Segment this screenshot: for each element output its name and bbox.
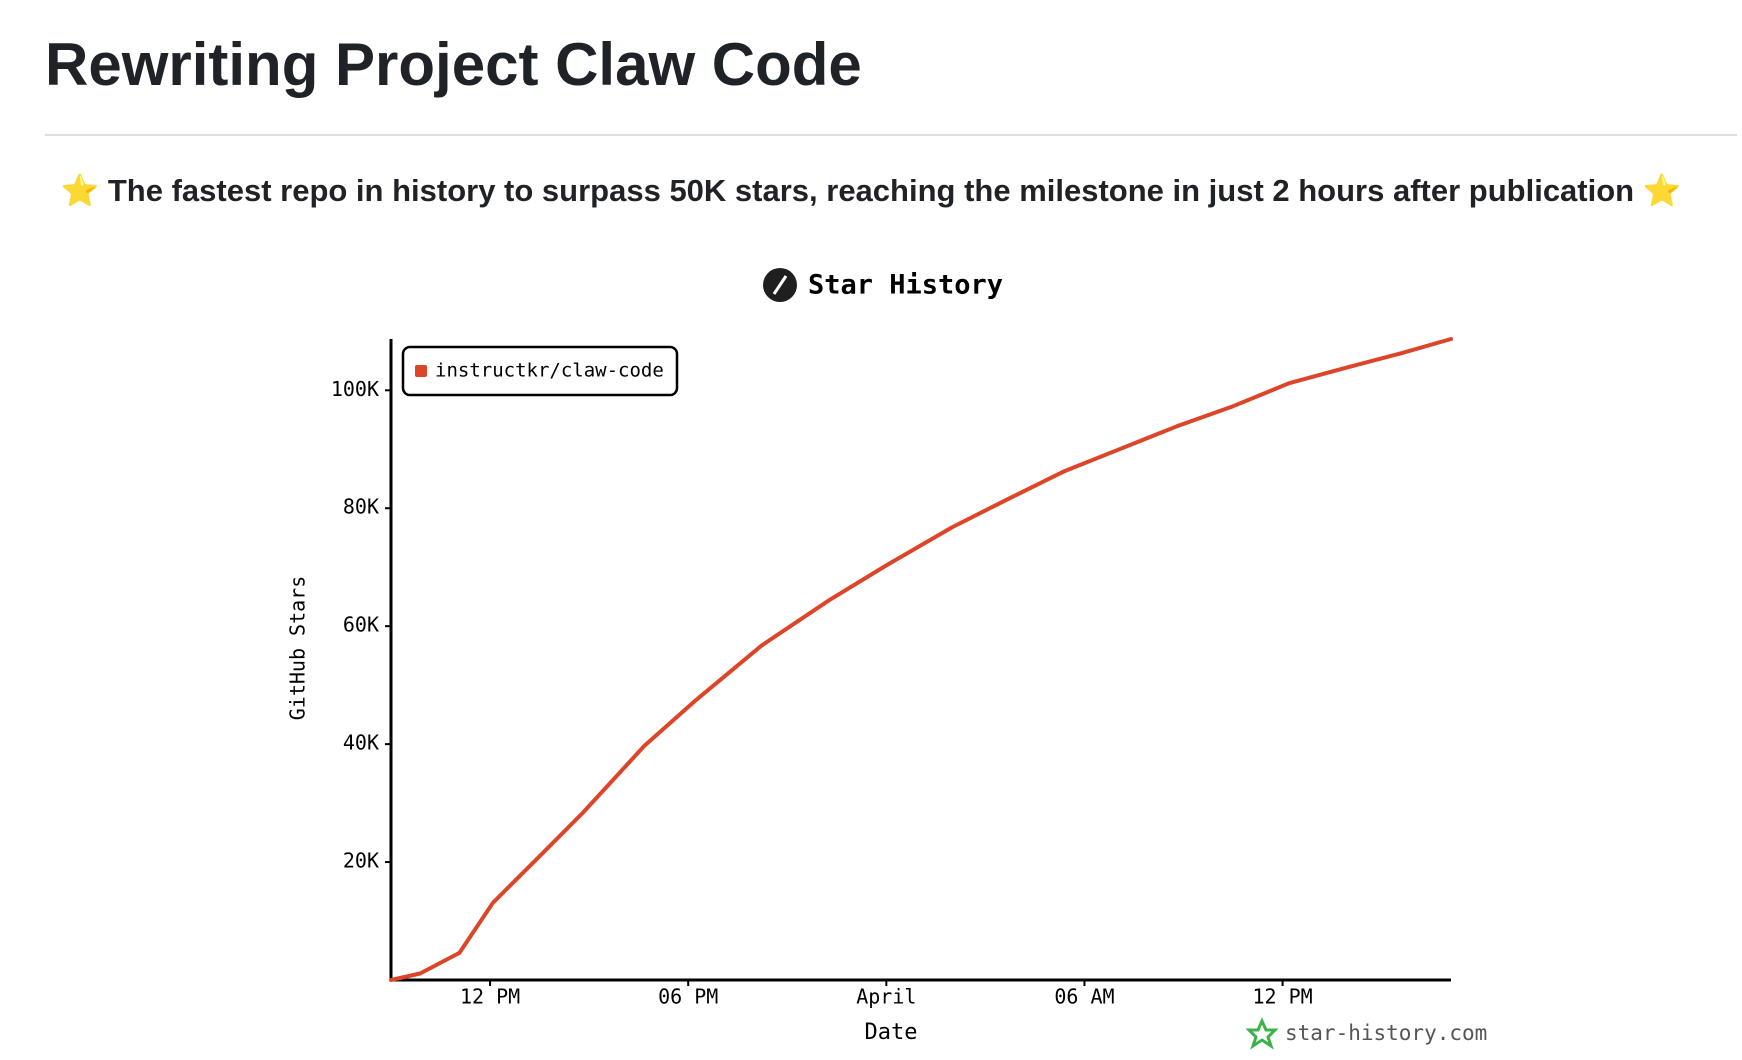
watermark-icon (1245, 1017, 1279, 1050)
page-title: Rewriting Project Claw Code (45, 31, 862, 98)
x-tick-label: 06 PM (658, 985, 718, 1009)
divider (45, 134, 1737, 136)
watermark: star-history.com (1285, 1021, 1487, 1045)
y-tick-label: 40K (343, 731, 379, 755)
x-tick-label: 12 PM (1252, 985, 1312, 1009)
x-tick-label: 06 AM (1054, 985, 1114, 1009)
y-tick-label: 60K (343, 613, 379, 637)
title-icon-pen (772, 275, 788, 295)
legend-label: instructkr/claw-code (435, 360, 664, 382)
x-tick-label: 12 PM (460, 985, 520, 1009)
legend-swatch (415, 365, 427, 377)
y-axis-label: GitHub Stars (286, 576, 310, 721)
x-tick-label: April (856, 985, 916, 1009)
y-tick-label: 80K (343, 495, 379, 519)
y-tick-label: 20K (343, 849, 379, 873)
y-tick-label: 100K (331, 377, 379, 401)
subtitle: ⭐ The fastest repo in history to surpass… (60, 173, 1682, 208)
series-line (389, 337, 1453, 982)
legend-box (401, 345, 679, 397)
x-axis-label: Date (865, 1020, 918, 1045)
chart-title: Star History (808, 270, 1003, 301)
